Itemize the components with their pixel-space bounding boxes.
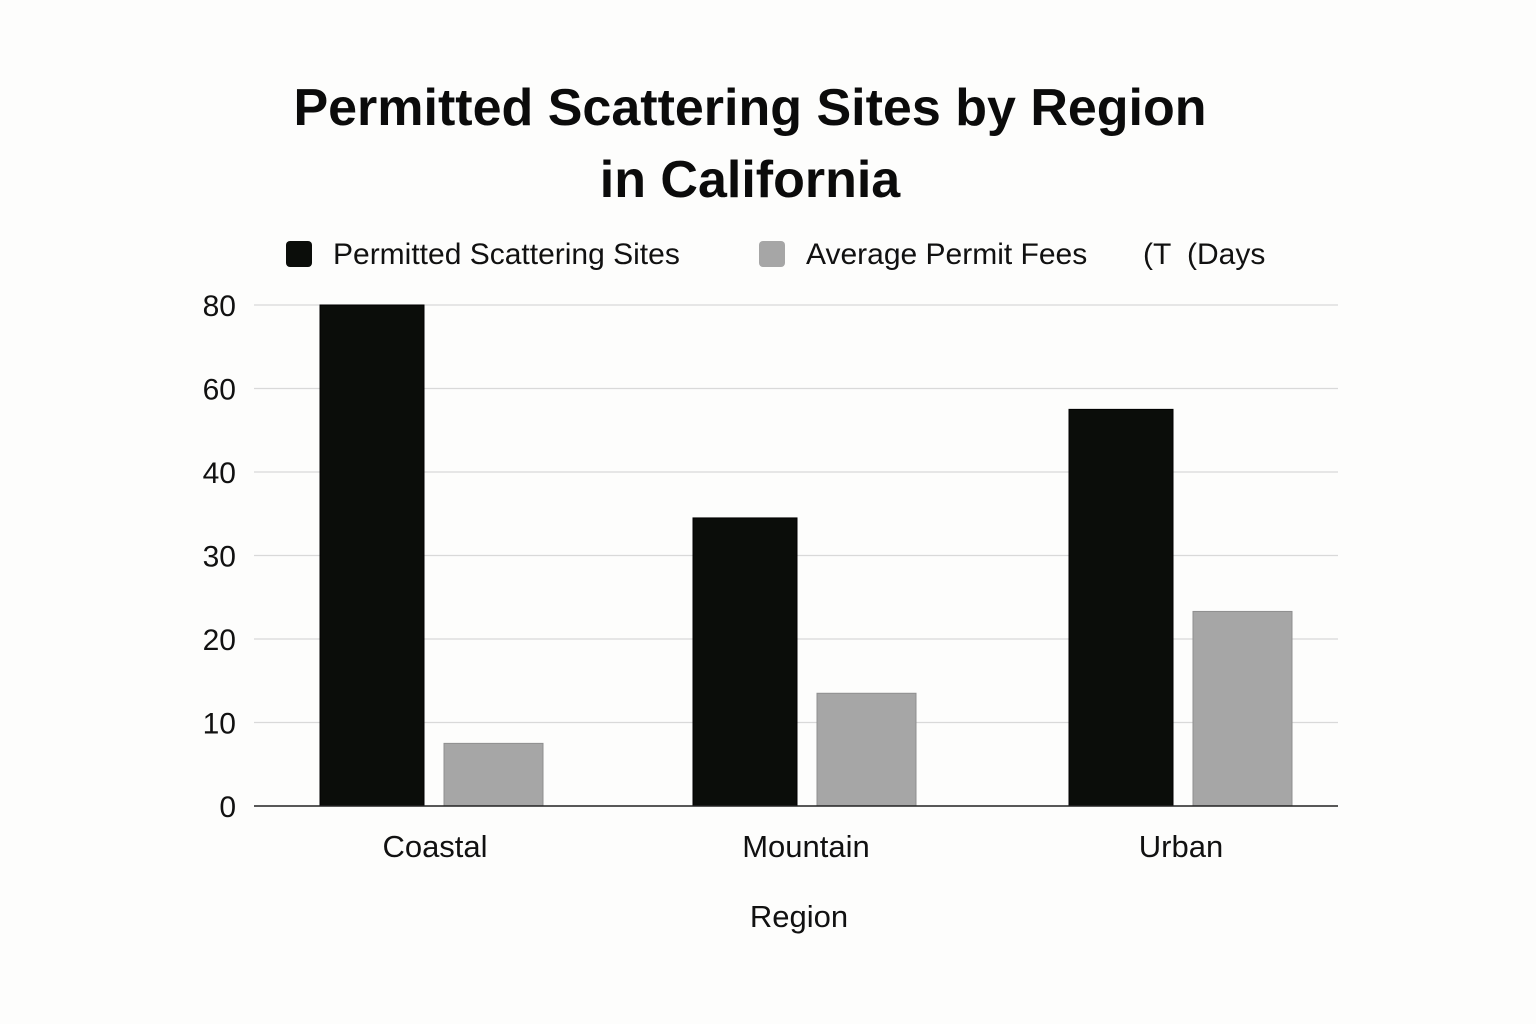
bar-sites-mountain: [692, 517, 798, 807]
x-tick-label-coastal: Coastal: [382, 829, 487, 864]
y-tick-label: 60: [203, 374, 236, 407]
bars: [319, 304, 1293, 807]
chart-title-line-1: Permitted Scattering Sites by Region: [293, 79, 1207, 137]
legend: Permitted Scattering Sites Average Permit…: [286, 238, 1265, 271]
x-tick-label-urban: Urban: [1139, 829, 1223, 864]
y-tick-label: 30: [203, 541, 236, 574]
legend-swatch-sites: [286, 241, 312, 267]
bar-fees-urban: [1192, 610, 1293, 807]
legend-swatch-fees: [759, 241, 785, 267]
bar-sites-urban: [1068, 408, 1174, 807]
legend-label-fees: Average Permit Fees: [806, 238, 1087, 271]
y-tick-label: 0: [219, 791, 236, 824]
bar-fees-mountain: [816, 692, 917, 807]
x-tick-label-mountain: Mountain: [742, 829, 870, 864]
y-tick-label: 40: [203, 457, 236, 490]
x-axis-tick-labels: Coastal Mountain Urban: [382, 829, 1223, 864]
legend-label-sites: Permitted Scattering Sites: [333, 238, 680, 271]
chart-title-line-2: in California: [599, 151, 901, 209]
chart-title: Permitted Scattering Sites by Region in …: [150, 72, 1350, 216]
legend-extra-text: (T: [1143, 238, 1171, 271]
bar-sites-coastal: [319, 304, 425, 807]
y-axis-tick-labels: 0 10 20 30 40 60 80: [203, 290, 236, 824]
x-axis-title: Region: [750, 899, 848, 934]
legend-extra-text: (Days: [1187, 238, 1265, 271]
y-tick-label: 80: [203, 290, 236, 323]
y-tick-label: 20: [203, 624, 236, 657]
y-tick-label: 10: [203, 708, 236, 741]
bar-fees-coastal: [443, 742, 544, 807]
